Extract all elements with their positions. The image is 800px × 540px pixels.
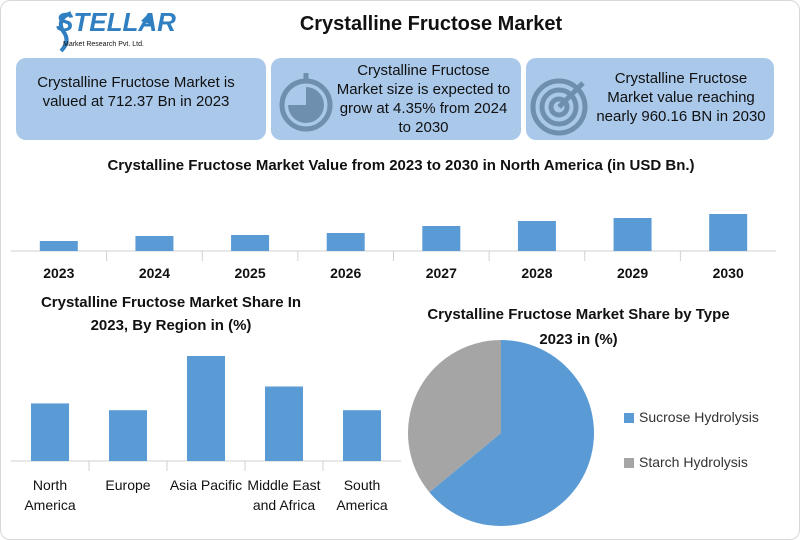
x-tick-label: 2025	[234, 265, 266, 281]
bar	[422, 226, 461, 251]
bar	[343, 410, 381, 461]
info-text: Crystalline Fructose Market value reachi…	[596, 70, 766, 125]
info-box	[271, 58, 521, 140]
logo-subtitle: Market Research Pvt. Ltd.	[63, 41, 144, 48]
bar	[31, 403, 69, 461]
bar	[265, 386, 303, 461]
logo: STELLAR	[56, 7, 176, 37]
x-tick-label: 2028	[521, 265, 553, 281]
legend-swatch	[624, 458, 634, 468]
info-text: Crystalline Fructose Market is valued at…	[37, 74, 235, 110]
bar	[709, 214, 748, 251]
x-tick-label: North America	[24, 477, 76, 513]
legend-label: Sucrose Hydrolysis	[639, 409, 759, 425]
info-text: Crystalline Fructose Market size is expe…	[336, 62, 511, 136]
info-box	[16, 58, 266, 140]
x-tick-label: 2027	[425, 265, 457, 281]
x-tick-label: 2026	[330, 265, 362, 281]
chart-title: Crystalline Fructose Market Value from 2…	[107, 157, 695, 174]
chart-title: Crystalline Fructose Market Share In 202…	[40, 294, 302, 334]
bar	[326, 233, 365, 251]
bar	[109, 410, 147, 461]
x-tick-label: 2030	[712, 265, 744, 281]
target-icon	[530, 78, 588, 136]
pie-slice	[429, 340, 594, 526]
bar	[517, 221, 556, 251]
bar	[135, 236, 174, 251]
pie-slice	[407, 340, 501, 493]
bar	[187, 356, 225, 461]
bar	[231, 235, 270, 251]
legend-label: Starch Hydrolysis	[639, 454, 748, 470]
bar	[613, 218, 652, 251]
logo-mark	[58, 11, 153, 53]
x-tick-label: Europe	[105, 477, 151, 493]
chart-title: Crystalline Fructose Market Share by Typ…	[427, 306, 730, 348]
x-tick-label: Asia Pacific	[169, 477, 243, 493]
stopwatch-icon	[279, 73, 333, 132]
bar	[39, 241, 78, 251]
x-tick-label: Middle East and Africa	[247, 477, 321, 513]
page-title: Crystalline Fructose Market	[299, 13, 563, 35]
info-box	[526, 58, 774, 140]
x-tick-label: 2029	[616, 265, 649, 281]
legend-swatch	[624, 413, 634, 423]
x-tick-label: South America	[336, 477, 388, 513]
x-tick-label: 2023	[43, 265, 75, 281]
x-tick-label: 2024	[138, 265, 171, 281]
